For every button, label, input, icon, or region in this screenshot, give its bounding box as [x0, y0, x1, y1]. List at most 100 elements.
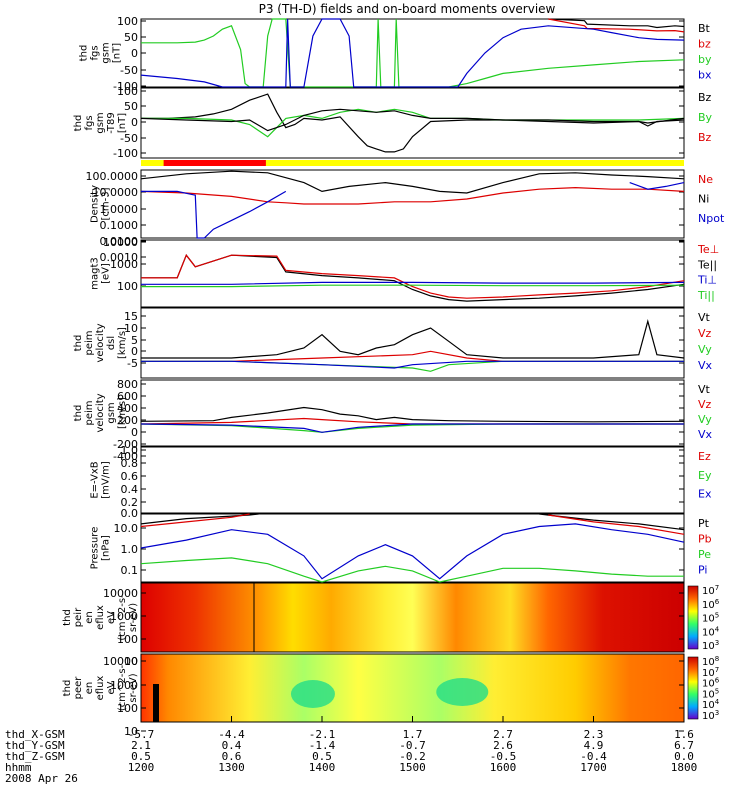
- y-tick-label: 15: [124, 310, 138, 323]
- y-tick-label: 10: [124, 725, 138, 738]
- colorbar: [687, 585, 699, 650]
- series-line-te: [141, 254, 685, 302]
- y-tick-label: 800: [117, 378, 138, 391]
- y-tick-label: -100: [113, 80, 138, 93]
- legend-entry: Ey: [698, 469, 712, 482]
- x-axis-row-value: -0.7: [399, 739, 426, 752]
- y-axis-label: dsl: [106, 336, 117, 350]
- x-axis-row-value: 1600: [490, 761, 517, 774]
- series-line-bz: [548, 18, 685, 33]
- heatmap-peir-en-eflux: [141, 583, 684, 652]
- legend-entry: bz: [698, 38, 711, 51]
- y-axis-label: Pressure: [90, 527, 101, 570]
- legend-entry: Vx: [698, 359, 713, 372]
- colorbar-tick-label: 105: [702, 687, 719, 700]
- y-tick-label: -100: [113, 147, 138, 160]
- y-tick-label: -50: [120, 64, 138, 77]
- series-line-pb: [140, 513, 250, 528]
- series-line-vy: [141, 360, 684, 372]
- y-axis-label: [nT]: [112, 43, 123, 63]
- y-axis-label: peir: [73, 607, 84, 627]
- legend-entry: Ti||: [697, 289, 715, 302]
- y-tick-label: 200: [117, 414, 138, 427]
- series-line-bt: [548, 18, 685, 29]
- y-tick-label: 50: [124, 100, 138, 113]
- series-line-vt: [140, 406, 685, 423]
- y-tick-label: 100.0000: [86, 170, 139, 183]
- y-tick-label: 10000: [103, 587, 138, 600]
- y-tick-label: -200: [113, 438, 138, 451]
- x-axis-row-value: 1.7: [403, 728, 423, 741]
- y-axis-label: Density: [90, 185, 101, 223]
- y-axis-label: (cm^2-s-: [117, 594, 128, 641]
- y-tick-label: 100: [117, 702, 138, 715]
- panel-frame-peir-en-eflux: [140, 582, 685, 653]
- y-axis-label: peim: [84, 330, 95, 355]
- legend-entry: Npot: [698, 212, 725, 225]
- y-axis-label: peer: [73, 676, 84, 700]
- y-tick-label: 10.0000: [93, 186, 139, 199]
- y-axis-label: en: [84, 611, 95, 624]
- colorbar-tick-label: 107: [702, 666, 719, 679]
- x-axis-row-value: 1200: [128, 761, 155, 774]
- series-line-bt: [141, 93, 685, 153]
- colorbar-tick-label: 104: [702, 625, 720, 638]
- x-axis-row-value: 1.6: [674, 728, 694, 741]
- y-axis-label: velocity: [95, 323, 106, 362]
- legend-entry: by: [698, 53, 712, 66]
- y-axis-label: thd: [62, 609, 73, 626]
- series-line-ne: [140, 186, 685, 205]
- x-axis-row-value: 4.9: [584, 739, 604, 752]
- y-tick-label: 0.0: [121, 507, 139, 520]
- panel-frame-fgs-t89: [140, 87, 685, 159]
- series-line-vx: [140, 423, 684, 433]
- series-line-ti: [141, 281, 685, 285]
- series-line-npot: [629, 182, 685, 190]
- x-axis-row-value: 2.3: [584, 728, 604, 741]
- legend-entry: Vz: [698, 327, 712, 340]
- y-tick-label: 100: [117, 85, 138, 98]
- x-axis-row-value: 1300: [218, 761, 245, 774]
- y-axis-label: eV: [106, 681, 117, 694]
- x-axis-row-value: 0.6: [222, 750, 242, 763]
- heatmap-low-flux-region: [436, 678, 489, 706]
- y-tick-label: 10000: [103, 236, 138, 249]
- series-line-vx: [141, 360, 684, 369]
- legend-entry: Pi: [698, 564, 707, 577]
- legend-entry: Ez: [698, 450, 711, 463]
- y-tick-label: -5: [127, 357, 138, 370]
- x-axis-row-value: -0.5: [490, 750, 517, 763]
- colorbar-tick-label: 105: [702, 612, 719, 625]
- x-axis-row-value: 2.7: [493, 728, 513, 741]
- x-axis-row-value: 2.6: [493, 739, 513, 752]
- y-axis-label: [km/s]: [117, 397, 128, 429]
- x-axis-row-label: thd_Y-GSM: [5, 739, 65, 752]
- series-line-npot: [141, 190, 287, 239]
- panel-frame-peim-velocity-dsl: [140, 307, 685, 379]
- colorbar-tick-label: 106: [702, 598, 720, 611]
- legend-entry: Vz: [698, 398, 712, 411]
- legend-entry: Ti⊥: [697, 274, 717, 287]
- y-axis-label: thd: [73, 335, 84, 352]
- series-line-bx: [140, 18, 685, 88]
- y-tick-label: 100: [117, 633, 138, 646]
- y-tick-label: 100: [117, 15, 138, 28]
- y-tick-label: -400: [113, 450, 138, 463]
- legend-entry: Ni: [698, 192, 709, 205]
- y-axis-label: E=-VxB: [90, 461, 101, 498]
- series-line-te: [141, 254, 685, 299]
- x-axis-row-value: -5.7: [128, 728, 155, 741]
- series-line-vt: [141, 319, 685, 359]
- x-axis-row-value: -4.4: [218, 728, 245, 741]
- y-tick-label: 0: [131, 47, 138, 60]
- colorbar-tick-label: 103: [702, 709, 719, 722]
- y-tick-label: 1000: [110, 679, 138, 692]
- legend-entry: Te||: [697, 258, 717, 271]
- panel-frame-e-vxb: [140, 446, 685, 514]
- legend-entry: Vt: [698, 311, 711, 324]
- legend-entry: Te⊥: [697, 243, 719, 256]
- y-axis-label: eV: [106, 611, 117, 624]
- panel-frame-peim-velocity-gsm: [140, 379, 685, 447]
- y-tick-label: -50: [120, 132, 138, 145]
